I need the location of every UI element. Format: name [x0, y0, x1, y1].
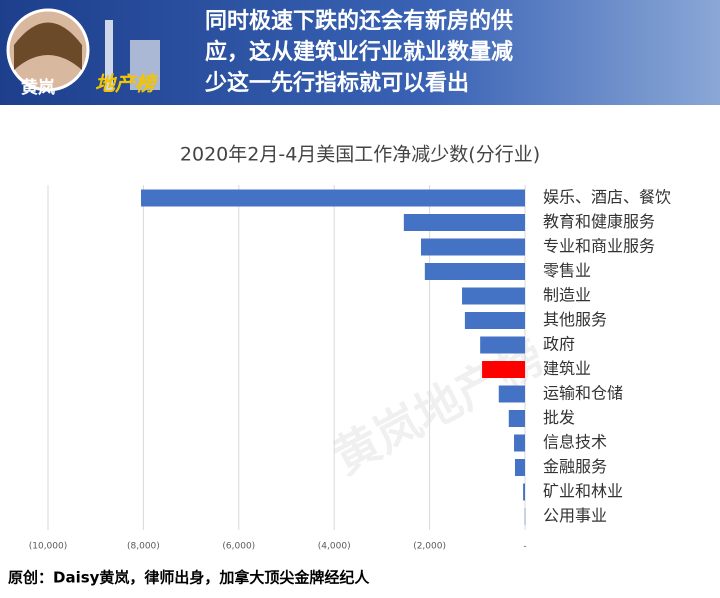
headline-line: 同时极速下跌的还会有新房的供 [205, 8, 513, 34]
category-label: 运输和仓储 [543, 384, 623, 403]
bar [421, 238, 525, 256]
bar [514, 459, 525, 476]
building [130, 40, 160, 90]
category-label: 批发 [543, 408, 575, 427]
category-label: 零售业 [543, 261, 591, 280]
headline-line: 少这一先行指标就可以看出 [204, 70, 469, 96]
category-label: 专业和商业服务 [543, 237, 655, 256]
bar [403, 214, 525, 231]
bar [141, 189, 525, 207]
logo-brand: 地产榜 [95, 72, 158, 96]
category-label: 其他服务 [543, 310, 607, 329]
bar [524, 508, 526, 525]
category-label: 建筑业 [543, 359, 591, 378]
category-label: 政府 [543, 335, 575, 354]
x-tick-label: - [523, 542, 526, 552]
x-tick-label: (6,000) [222, 542, 255, 552]
bar [462, 287, 525, 305]
bar [480, 336, 525, 354]
logo-name: 黄岚 [21, 77, 55, 98]
x-tick-label: (8,000) [127, 542, 160, 552]
x-tick-label: (10,000) [29, 542, 68, 552]
footer: 原创：Daisy黄岚，律师出身，加拿大顶尖金牌经纪人 [8, 569, 370, 587]
bar [514, 434, 525, 452]
banner [0, 0, 720, 105]
bar [464, 312, 525, 329]
category-label: 金融服务 [543, 457, 607, 476]
category-label: 公用事业 [543, 506, 607, 525]
x-tick-label: (4,000) [318, 542, 351, 552]
avatar-hair [14, 22, 82, 70]
bar [508, 410, 525, 427]
x-tick-label: (2,000) [413, 542, 446, 552]
bar [482, 361, 525, 378]
category-label: 制造业 [543, 286, 591, 305]
bar [498, 385, 525, 403]
category-label: 教育和健康服务 [543, 212, 655, 231]
headline-line: 应，这从建筑业行业就业数量减 [205, 39, 513, 65]
category-label: 娱乐、酒店、餐饮 [543, 188, 671, 207]
bar [424, 263, 525, 280]
chart-title: 2020年2月-4月美国工作净减少数(分行业) [180, 144, 540, 166]
category-label: 信息技术 [543, 433, 607, 452]
category-label: 矿业和林业 [543, 482, 623, 501]
bar [523, 483, 525, 501]
tower [105, 20, 113, 90]
